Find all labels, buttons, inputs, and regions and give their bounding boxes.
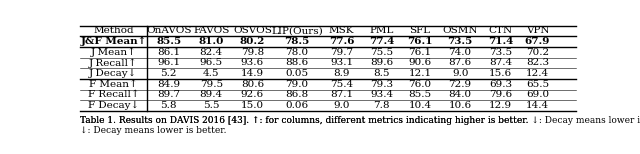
Text: 0.05: 0.05 — [285, 69, 308, 78]
Text: F Mean↑: F Mean↑ — [89, 80, 138, 89]
Text: 93.6: 93.6 — [241, 59, 264, 67]
Text: J&F Mean↑: J&F Mean↑ — [80, 37, 147, 46]
Text: 89.4: 89.4 — [200, 90, 223, 99]
Text: 96.1: 96.1 — [157, 59, 180, 67]
Text: 86.1: 86.1 — [157, 48, 180, 57]
Text: 79.0: 79.0 — [285, 80, 308, 89]
Text: 69.3: 69.3 — [489, 80, 512, 89]
Text: 89.6: 89.6 — [371, 59, 394, 67]
Text: 82.3: 82.3 — [526, 59, 549, 67]
Text: OSVOS: OSVOS — [233, 26, 272, 35]
Text: 77.6: 77.6 — [329, 37, 355, 46]
Text: 92.6: 92.6 — [241, 90, 264, 99]
Text: 73.5: 73.5 — [489, 48, 512, 57]
Text: Method: Method — [93, 26, 134, 35]
Text: 9.0: 9.0 — [333, 101, 350, 110]
Text: 76.1: 76.1 — [408, 48, 431, 57]
Text: 80.6: 80.6 — [241, 80, 264, 89]
Text: 93.4: 93.4 — [371, 90, 394, 99]
Text: 72.9: 72.9 — [449, 80, 472, 89]
Text: 65.5: 65.5 — [526, 80, 549, 89]
Text: FAVOS: FAVOS — [193, 26, 229, 35]
Text: OSMN: OSMN — [442, 26, 478, 35]
Text: F Recall↑: F Recall↑ — [88, 90, 140, 99]
Text: 14.9: 14.9 — [241, 69, 264, 78]
Text: 79.3: 79.3 — [371, 80, 394, 89]
Text: 84.0: 84.0 — [449, 90, 472, 99]
Text: CTN: CTN — [488, 26, 513, 35]
Text: 76.1: 76.1 — [407, 37, 433, 46]
Text: J Recall↑: J Recall↑ — [89, 58, 138, 68]
Text: 87.4: 87.4 — [489, 59, 512, 67]
Text: 81.0: 81.0 — [198, 37, 224, 46]
Text: 80.2: 80.2 — [239, 37, 265, 46]
Text: 4.5: 4.5 — [203, 69, 220, 78]
Text: Table 1. Results on DAVIS 2016 [43]. ↑: for columns, different metrics indicatin: Table 1. Results on DAVIS 2016 [43]. ↑: … — [80, 116, 529, 125]
Text: 96.5: 96.5 — [200, 59, 223, 67]
Text: J Decay↓: J Decay↓ — [90, 69, 138, 78]
Text: 78.5: 78.5 — [284, 37, 310, 46]
Text: 8.9: 8.9 — [333, 69, 350, 78]
Text: 88.6: 88.6 — [285, 59, 308, 67]
Text: 87.6: 87.6 — [449, 59, 472, 67]
Text: ↓: Decay means lower is better.: ↓: Decay means lower is better. — [80, 126, 227, 135]
Text: 85.5: 85.5 — [156, 37, 181, 46]
Text: 75.5: 75.5 — [371, 48, 394, 57]
Text: 15.6: 15.6 — [489, 69, 512, 78]
Text: LIP(Ours): LIP(Ours) — [271, 26, 323, 35]
Text: OnAVOS: OnAVOS — [146, 26, 191, 35]
Text: 14.4: 14.4 — [526, 101, 549, 110]
Text: 82.4: 82.4 — [200, 48, 223, 57]
Text: 73.5: 73.5 — [447, 37, 473, 46]
Text: 75.4: 75.4 — [330, 80, 353, 89]
Text: 84.9: 84.9 — [157, 80, 180, 89]
Text: 7.8: 7.8 — [374, 101, 390, 110]
Text: 5.2: 5.2 — [161, 69, 177, 78]
Text: 87.1: 87.1 — [330, 90, 353, 99]
Text: 71.4: 71.4 — [488, 37, 513, 46]
Text: J Mean↑: J Mean↑ — [90, 48, 136, 57]
Text: 85.5: 85.5 — [408, 90, 431, 99]
Text: 12.4: 12.4 — [526, 69, 549, 78]
Text: 67.9: 67.9 — [525, 37, 550, 46]
Text: 5.8: 5.8 — [161, 101, 177, 110]
Text: 90.6: 90.6 — [408, 59, 431, 67]
Text: 70.2: 70.2 — [526, 48, 549, 57]
Text: 89.7: 89.7 — [157, 90, 180, 99]
Text: 69.0: 69.0 — [526, 90, 549, 99]
Text: 10.6: 10.6 — [449, 101, 472, 110]
Text: 78.0: 78.0 — [285, 48, 308, 57]
Text: 12.1: 12.1 — [408, 69, 431, 78]
Text: Table 1. Results on DAVIS 2016 [43]. ↑: for columns, different metrics indicatin: Table 1. Results on DAVIS 2016 [43]. ↑: … — [80, 116, 640, 125]
Text: MSK: MSK — [329, 26, 355, 35]
Text: 15.0: 15.0 — [241, 101, 264, 110]
Text: VPN: VPN — [526, 26, 549, 35]
Text: 77.4: 77.4 — [369, 37, 394, 46]
Text: 12.9: 12.9 — [489, 101, 512, 110]
Text: SFL: SFL — [410, 26, 431, 35]
Text: 74.0: 74.0 — [449, 48, 472, 57]
Text: 76.0: 76.0 — [408, 80, 431, 89]
Text: 79.7: 79.7 — [330, 48, 353, 57]
Text: 0.06: 0.06 — [285, 101, 308, 110]
Text: 79.8: 79.8 — [241, 48, 264, 57]
Text: PML: PML — [370, 26, 394, 35]
Text: 9.0: 9.0 — [452, 69, 468, 78]
Text: 5.5: 5.5 — [203, 101, 220, 110]
Text: 93.1: 93.1 — [330, 59, 353, 67]
Text: 79.6: 79.6 — [489, 90, 512, 99]
Text: 79.5: 79.5 — [200, 80, 223, 89]
Text: 86.8: 86.8 — [285, 90, 308, 99]
Text: 10.4: 10.4 — [408, 101, 431, 110]
Text: F Decay↓: F Decay↓ — [88, 101, 139, 110]
Text: 8.5: 8.5 — [374, 69, 390, 78]
